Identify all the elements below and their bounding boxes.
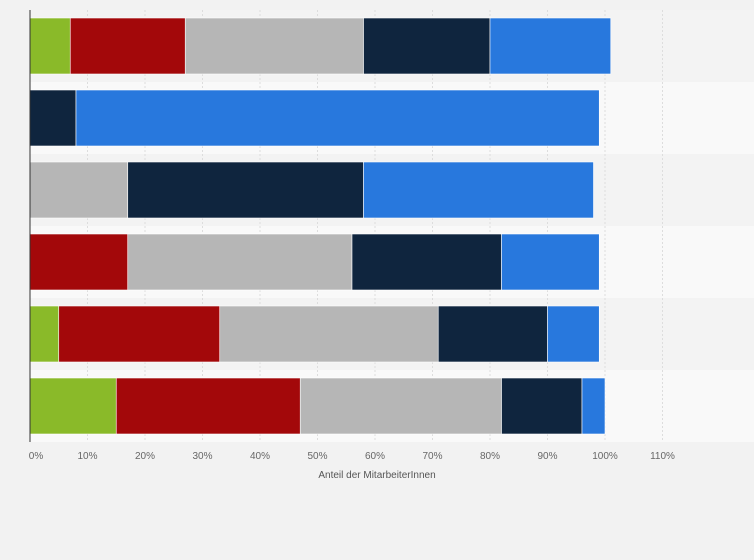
bar-segment	[75, 89, 600, 147]
x-tick-label: 50%	[307, 451, 327, 462]
gridlines	[87, 10, 663, 442]
bar-segment	[501, 233, 600, 291]
x-tick-label: 100%	[592, 451, 618, 462]
x-tick-label: 60%	[365, 451, 385, 462]
bar-segment	[351, 233, 502, 291]
x-tick-label: 90%	[537, 451, 557, 462]
bar-segment	[127, 161, 364, 219]
bar-segment	[363, 161, 594, 219]
bar-segment	[437, 305, 548, 363]
x-tick-label: 10%	[77, 451, 97, 462]
x-tick-label: 30%	[192, 451, 212, 462]
x-axis-label: Anteil der MitarbeiterInnen	[318, 470, 435, 481]
x-tick-label: 20%	[135, 451, 155, 462]
bar-segment	[58, 305, 221, 363]
bar-segment	[29, 233, 129, 291]
bar-segment	[219, 305, 439, 363]
bar-segment	[29, 17, 71, 75]
x-tick-label: 70%	[422, 451, 442, 462]
bar-segment	[115, 377, 301, 435]
bar-segment	[501, 377, 583, 435]
row-bands	[30, 10, 754, 442]
bar-segment	[363, 17, 491, 75]
bar-segment	[547, 305, 600, 363]
bar-segment	[69, 17, 186, 75]
bar-segment	[29, 305, 60, 363]
bar-segment	[29, 377, 117, 435]
bar-segment	[29, 89, 77, 147]
x-tick-label: 80%	[480, 451, 500, 462]
bar-segment	[299, 377, 502, 435]
bars	[29, 17, 612, 435]
x-tick-label: 110%	[650, 451, 675, 462]
bar-segment	[127, 233, 353, 291]
x-tick-labels: 0% 10% 20% 30% 40% 50% 60% 70% 80% 90% 100% 110%	[29, 451, 675, 462]
bar-segment	[184, 17, 364, 75]
bar-segment	[489, 17, 612, 75]
x-tick-label: 0%	[29, 451, 44, 462]
bar-segment	[29, 161, 129, 219]
x-tick-label: 40%	[250, 451, 270, 462]
bar-segment	[581, 377, 606, 435]
